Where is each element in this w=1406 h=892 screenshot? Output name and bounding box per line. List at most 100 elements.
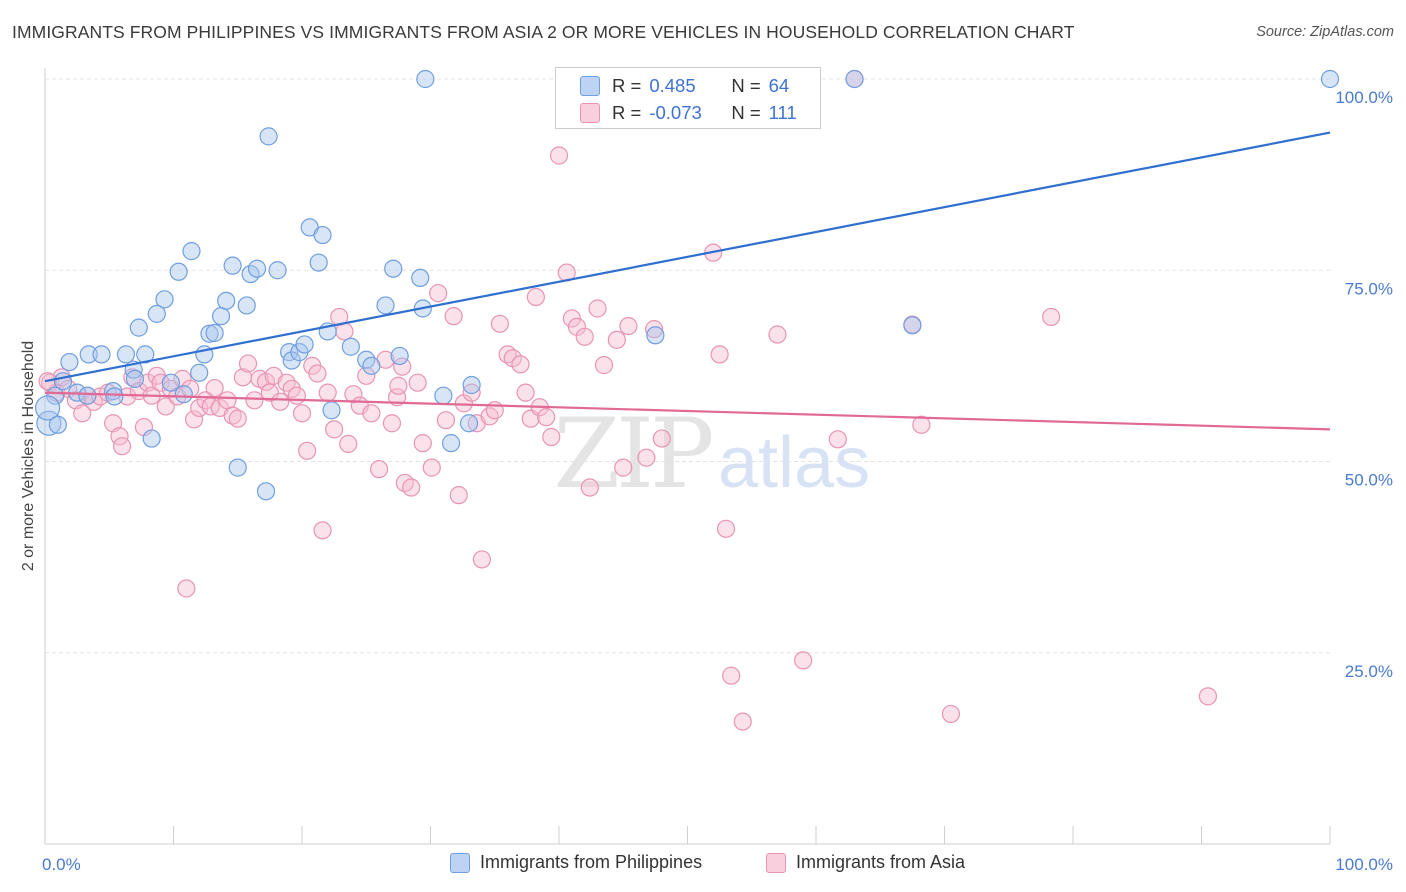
point-asia	[511, 355, 530, 374]
point-asia	[228, 409, 247, 428]
legend-r-label: R =	[612, 102, 642, 123]
y-tick-label: 75.0%	[1345, 279, 1393, 298]
point-philippines	[92, 345, 111, 364]
x-tick-label-min: 0.0%	[42, 855, 81, 874]
point-philippines	[125, 369, 145, 388]
point-asia	[422, 458, 441, 477]
watermark-zip: ZIP	[553, 398, 712, 510]
axes	[44, 68, 1331, 845]
watermark-atlas: atlas	[718, 423, 870, 503]
point-asia	[490, 314, 509, 333]
point-philippines	[147, 304, 166, 323]
tick-labels: 25.0% 50.0% 75.0% 100.0% 0.0% 100.0%	[42, 88, 1393, 874]
source-label: Source: ZipAtlas.com	[1256, 24, 1394, 40]
point-philippines	[462, 375, 481, 395]
point-philippines	[247, 259, 267, 278]
point-asia	[389, 376, 408, 395]
point-philippines	[259, 127, 278, 146]
point-asia	[542, 427, 561, 447]
point-asia	[516, 383, 535, 402]
point-asia	[462, 383, 481, 402]
legend-swatch-philippines	[580, 76, 600, 96]
trend-lines	[44, 131, 1331, 431]
point-philippines	[223, 256, 242, 275]
point-philippines	[155, 290, 174, 309]
series-asia-points	[38, 69, 1218, 731]
point-asia	[218, 391, 237, 410]
point-asia	[941, 704, 961, 724]
point-asia	[429, 284, 448, 303]
point-asia	[567, 317, 587, 336]
point-philippines	[384, 259, 403, 278]
point-asia	[271, 392, 290, 411]
point-philippines	[169, 262, 188, 281]
point-asia	[1042, 307, 1061, 327]
point-asia	[395, 473, 414, 493]
point-asia	[588, 299, 607, 318]
point-asia	[716, 519, 736, 538]
point-asia	[177, 579, 196, 598]
chart-title: IMMIGRANTS FROM PHILIPPINES VS IMMIGRANT…	[12, 22, 1075, 42]
point-asia	[733, 712, 752, 731]
point-philippines	[116, 345, 136, 364]
point-philippines	[142, 429, 161, 448]
point-asia	[287, 386, 306, 405]
point-asia	[794, 651, 813, 670]
point-asia	[151, 373, 170, 392]
point-philippines	[34, 395, 61, 421]
point-asia	[205, 378, 224, 398]
point-asia	[828, 430, 847, 449]
point-philippines	[105, 387, 124, 406]
point-philippines	[174, 385, 193, 404]
point-asia	[308, 364, 327, 383]
legend-swatch-philippines	[450, 852, 470, 873]
point-asia	[436, 411, 456, 430]
point-asia	[549, 146, 569, 165]
y-tick-label: 50.0%	[1345, 471, 1393, 490]
legend-r-label: R =	[612, 75, 642, 96]
point-philippines	[1320, 69, 1340, 89]
correlation-legend: R = 0.485 N = 64 R = -0.073 N = 111	[555, 67, 821, 129]
point-asia	[292, 404, 312, 423]
point-philippines	[341, 337, 360, 356]
point-philippines	[434, 386, 453, 405]
legend-item-asia[interactable]: Immigrants from Asia	[766, 852, 965, 873]
point-philippines	[295, 335, 314, 354]
legend-r-value: -0.073	[649, 102, 702, 123]
point-asia	[339, 434, 358, 454]
y-tick-label: 25.0%	[1345, 662, 1393, 681]
point-philippines	[411, 268, 430, 287]
point-asia	[408, 373, 427, 392]
point-philippines	[48, 415, 67, 434]
point-philippines	[376, 296, 395, 315]
point-philippines	[390, 346, 409, 366]
point-philippines	[646, 326, 665, 345]
trend-line-philippines	[44, 131, 1331, 383]
point-philippines	[903, 316, 922, 335]
point-philippines	[190, 363, 209, 382]
point-asia	[912, 415, 931, 434]
point-asia	[652, 429, 671, 448]
point-asia	[722, 666, 741, 685]
point-philippines	[237, 296, 256, 315]
legend-n-value: 111	[768, 102, 797, 123]
point-philippines	[362, 356, 381, 375]
point-asia	[614, 458, 633, 477]
point-philippines	[182, 242, 201, 261]
point-asia	[413, 434, 432, 453]
legend-item-philippines[interactable]: Immigrants from Philippines	[450, 852, 702, 873]
point-asia	[526, 287, 545, 307]
legend-r-value: 0.485	[649, 75, 696, 96]
point-asia	[118, 387, 137, 406]
point-philippines	[200, 324, 219, 343]
point-asia	[575, 327, 594, 346]
point-asia	[313, 521, 332, 540]
point-philippines	[205, 323, 224, 343]
legend-swatch-asia	[766, 852, 786, 873]
point-asia	[402, 478, 421, 497]
trend-line-asia	[44, 391, 1331, 431]
legend-row-asia: R = -0.073 N = 111	[580, 101, 797, 125]
grid-lines	[45, 78, 1330, 654]
point-asia	[382, 414, 402, 433]
